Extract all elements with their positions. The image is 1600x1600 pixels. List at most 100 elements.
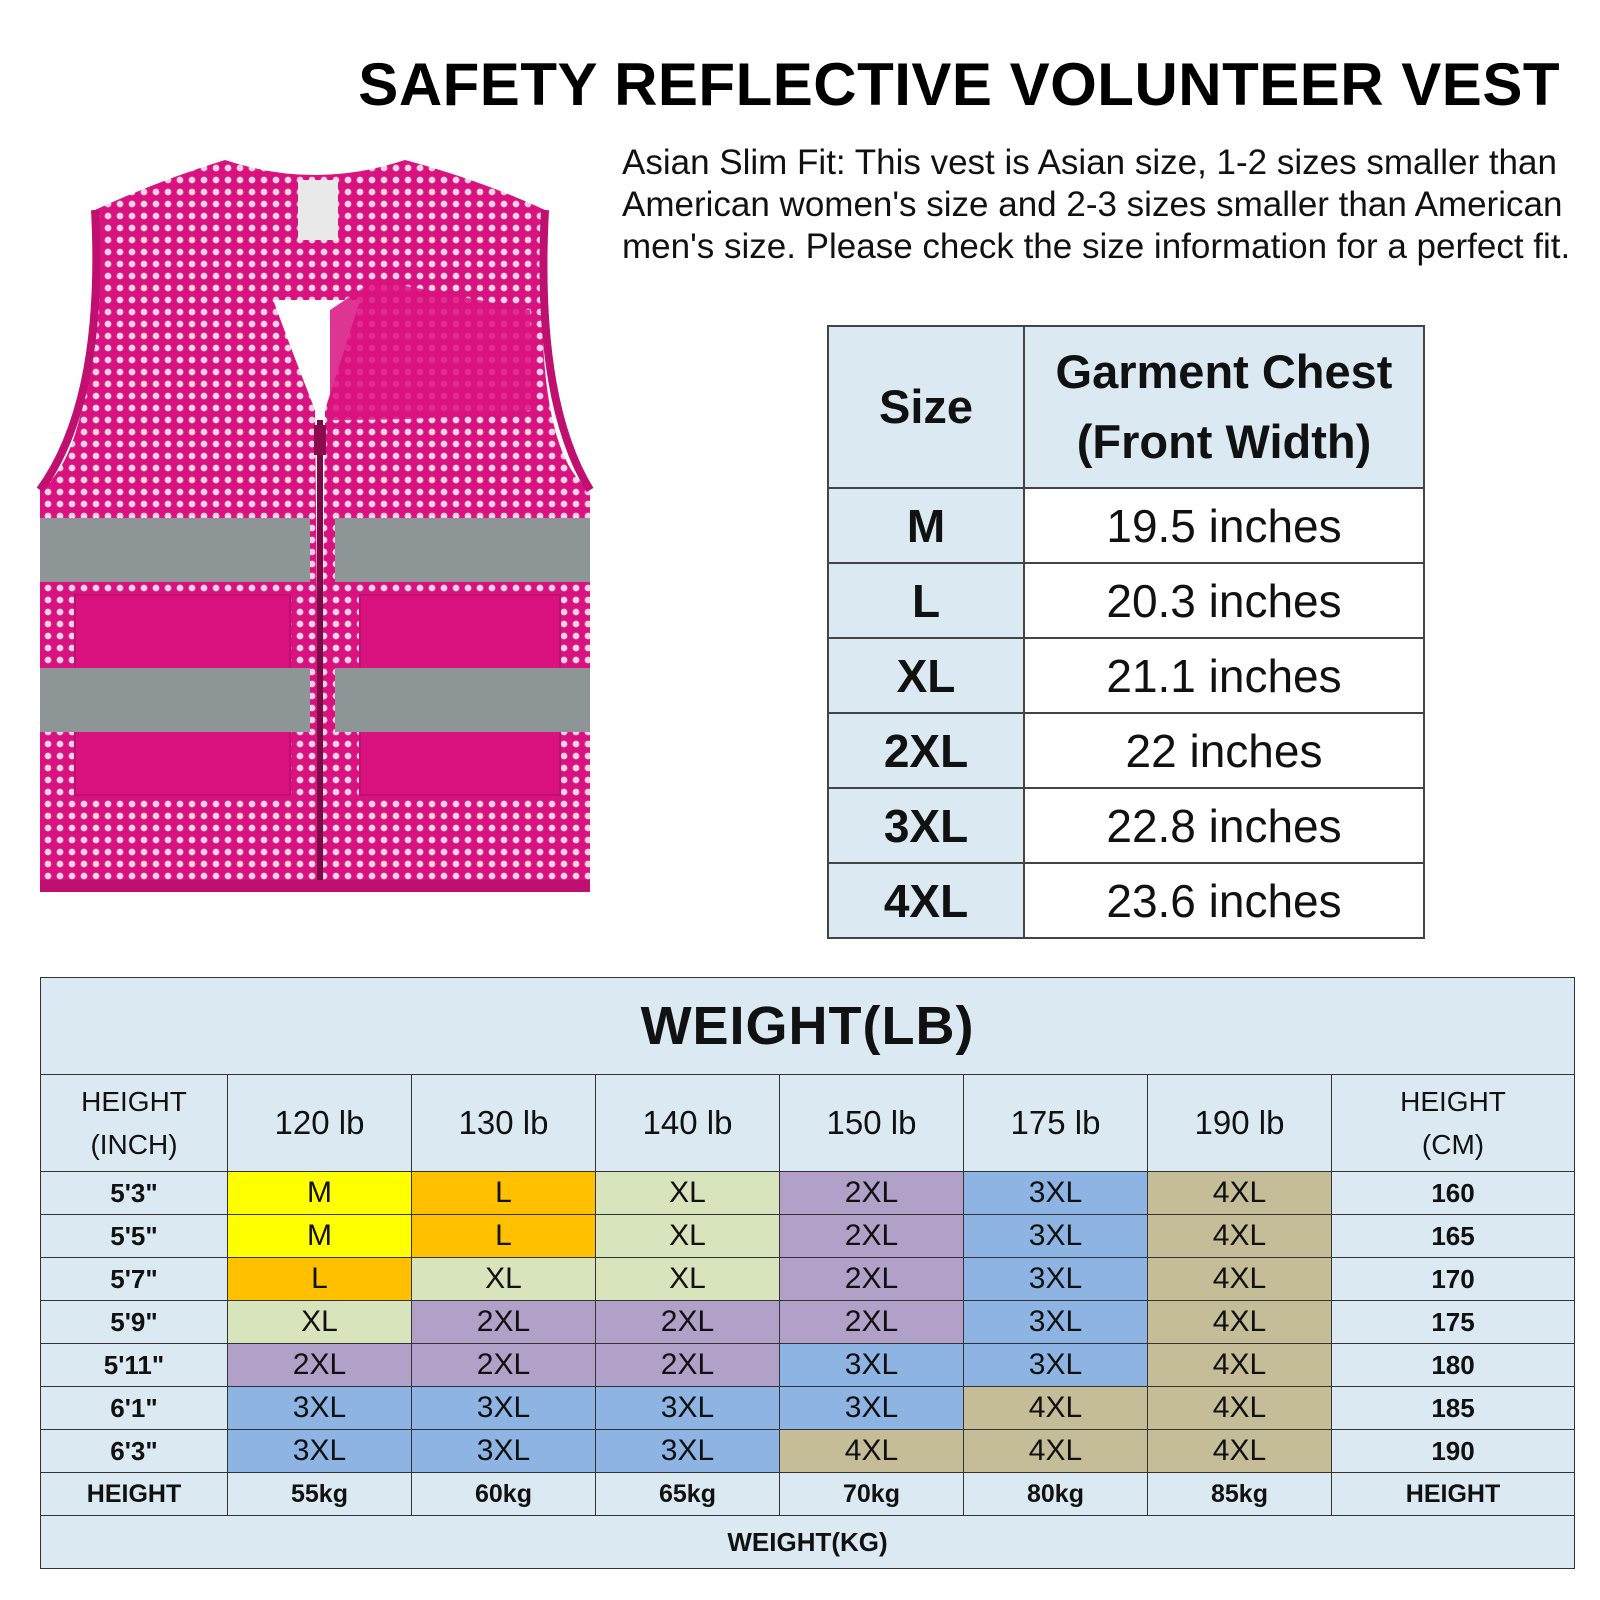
weight-header-row: HEIGHT (INCH) 120 lb 130 lb 140 lb 150 l… <box>40 1074 1576 1172</box>
size-recommendation-cell: 2XL <box>779 1214 964 1258</box>
size-cell: 4XL <box>827 862 1025 939</box>
size-recommendation-cell: XL <box>595 1214 780 1258</box>
weight-kg-cell: 55kg <box>227 1472 412 1516</box>
kg-row-right-label: HEIGHT <box>1330 1472 1576 1516</box>
chest-cell: 21.1 inches <box>1023 637 1425 714</box>
size-recommendation-cell: 3XL <box>595 1386 780 1430</box>
size-recommendation-cell: 2XL <box>779 1171 964 1215</box>
size-recommendation-cell: 2XL <box>779 1257 964 1301</box>
height-inch-cell: 6'3" <box>40 1429 228 1473</box>
size-recommendation-cell: 3XL <box>779 1343 964 1387</box>
size-cell: 2XL <box>827 712 1025 789</box>
size-recommendation-cell: 2XL <box>779 1300 964 1344</box>
chest-cell: 23.6 inches <box>1023 862 1425 939</box>
height-row: 6'1" 3XL 3XL 3XL 3XL 4XL 4XL 185 <box>40 1386 1576 1430</box>
size-recommendation-cell: 2XL <box>595 1343 780 1387</box>
weight-kg-footer: WEIGHT(KG) <box>39 1515 1576 1569</box>
height-inch-cell: 6'1" <box>40 1386 228 1430</box>
height-inch-cell: 5'11" <box>40 1343 228 1387</box>
weight-kg-cell: 70kg <box>779 1472 964 1516</box>
size-recommendation-cell: 2XL <box>411 1300 596 1344</box>
size-recommendation-cell: 3XL <box>227 1429 412 1473</box>
chest-header-line2: (Front Width) <box>1076 415 1372 468</box>
chest-cell: 22.8 inches <box>1023 787 1425 864</box>
height-inch-cell: 5'7" <box>40 1257 228 1301</box>
size-recommendation-cell: 4XL <box>1147 1214 1332 1258</box>
size-recommendation-cell: 3XL <box>411 1386 596 1430</box>
chest-column-header: Garment Chest (Front Width) <box>1023 325 1425 489</box>
size-recommendation-cell: 3XL <box>963 1171 1148 1215</box>
height-cm-cell: 160 <box>1330 1171 1576 1215</box>
size-recommendation-cell: 4XL <box>1147 1257 1332 1301</box>
weight-lb-header: 140 lb <box>595 1074 780 1172</box>
vest-image <box>30 150 610 920</box>
weight-table-body: 5'3" M L XL 2XL 3XL 4XL 160 5'5" M L XL 2XL 3XL 4XL 165… <box>40 1171 1576 1473</box>
chest-header-line1: Garment Chest <box>1055 345 1393 398</box>
height-cm-cell: 190 <box>1330 1429 1576 1473</box>
weight-height-table: WEIGHT(LB) HEIGHT (INCH) 120 lb 130 lb 1… <box>39 977 1576 1569</box>
size-recommendation-cell: 4XL <box>1147 1171 1332 1215</box>
weight-lb-header: 175 lb <box>963 1074 1148 1172</box>
size-cell: XL <box>827 637 1025 714</box>
size-recommendation-cell: 3XL <box>595 1429 780 1473</box>
size-recommendation-cell: XL <box>595 1257 780 1301</box>
weight-lb-header: 150 lb <box>779 1074 964 1172</box>
size-chart-row: XL 21.1 inches <box>827 637 1425 714</box>
weight-lb-header: 190 lb <box>1147 1074 1332 1172</box>
height-row: 5'11" 2XL 2XL 2XL 3XL 3XL 4XL 180 <box>40 1343 1576 1387</box>
weight-lb-header: 130 lb <box>411 1074 596 1172</box>
height-inch-cell: 5'9" <box>40 1300 228 1344</box>
weight-kg-cell: 85kg <box>1147 1472 1332 1516</box>
weight-kg-cell: 65kg <box>595 1472 780 1516</box>
height-cm-cell: 175 <box>1330 1300 1576 1344</box>
height-cm-cell: 180 <box>1330 1343 1576 1387</box>
size-recommendation-cell: 3XL <box>227 1386 412 1430</box>
fit-description: Asian Slim Fit: This vest is Asian size,… <box>622 143 1571 266</box>
height-cm-cell: 170 <box>1330 1257 1576 1301</box>
height-row: 5'7" L XL XL 2XL 3XL 4XL 170 <box>40 1257 1576 1301</box>
height-cm-cell: 165 <box>1330 1214 1576 1258</box>
size-recommendation-cell: XL <box>411 1257 596 1301</box>
size-cell: 3XL <box>827 787 1025 864</box>
size-cell: M <box>827 487 1025 564</box>
size-recommendation-cell: 2XL <box>595 1300 780 1344</box>
weight-kg-cell: 60kg <box>411 1472 596 1516</box>
chest-cell: 22 inches <box>1023 712 1425 789</box>
height-inch-header-line2: (INCH) <box>90 1129 178 1160</box>
size-chart-row: M 19.5 inches <box>827 487 1425 564</box>
size-chart-row: 4XL 23.6 inches <box>827 862 1425 939</box>
height-inch-header-line1: HEIGHT <box>81 1086 187 1117</box>
weight-table-title: WEIGHT(LB) <box>39 977 1576 1075</box>
size-recommendation-cell: L <box>227 1257 412 1301</box>
size-recommendation-cell: 4XL <box>779 1429 964 1473</box>
size-recommendation-cell: 4XL <box>1147 1343 1332 1387</box>
size-recommendation-cell: 3XL <box>963 1257 1148 1301</box>
height-row: 5'9" XL 2XL 2XL 2XL 3XL 4XL 175 <box>40 1300 1576 1344</box>
kg-row-left-label: HEIGHT <box>40 1472 228 1516</box>
size-recommendation-cell: 4XL <box>963 1386 1148 1430</box>
height-row: 5'5" M L XL 2XL 3XL 4XL 165 <box>40 1214 1576 1258</box>
size-recommendation-cell: 3XL <box>963 1300 1148 1344</box>
height-inch-cell: 5'5" <box>40 1214 228 1258</box>
weight-kg-cell: 80kg <box>963 1472 1148 1516</box>
weight-kg-row: HEIGHT 55kg 60kg 65kg 70kg 80kg 85kg HEI… <box>40 1472 1576 1516</box>
height-row: 5'3" M L XL 2XL 3XL 4XL 160 <box>40 1171 1576 1215</box>
height-inch-header: HEIGHT (INCH) <box>40 1074 228 1172</box>
size-chart-row: 2XL 22 inches <box>827 712 1425 789</box>
height-cm-header-line1: HEIGHT <box>1400 1086 1506 1117</box>
chest-cell: 19.5 inches <box>1023 487 1425 564</box>
height-inch-cell: 5'3" <box>40 1171 228 1215</box>
size-recommendation-cell: 4XL <box>1147 1429 1332 1473</box>
size-recommendation-cell: 2XL <box>411 1343 596 1387</box>
size-recommendation-cell: M <box>227 1214 412 1258</box>
size-recommendation-cell: XL <box>227 1300 412 1344</box>
size-column-header: Size <box>827 325 1025 489</box>
size-recommendation-cell: L <box>411 1171 596 1215</box>
height-row: 6'3" 3XL 3XL 3XL 4XL 4XL 4XL 190 <box>40 1429 1576 1473</box>
size-recommendation-cell: XL <box>595 1171 780 1215</box>
size-recommendation-cell: M <box>227 1171 412 1215</box>
size-chart-table: Size Garment Chest (Front Width) M 19.5 … <box>827 325 1425 939</box>
size-recommendation-cell: 4XL <box>1147 1386 1332 1430</box>
weight-table-title-row: WEIGHT(LB) <box>39 977 1576 1075</box>
size-recommendation-cell: L <box>411 1214 596 1258</box>
